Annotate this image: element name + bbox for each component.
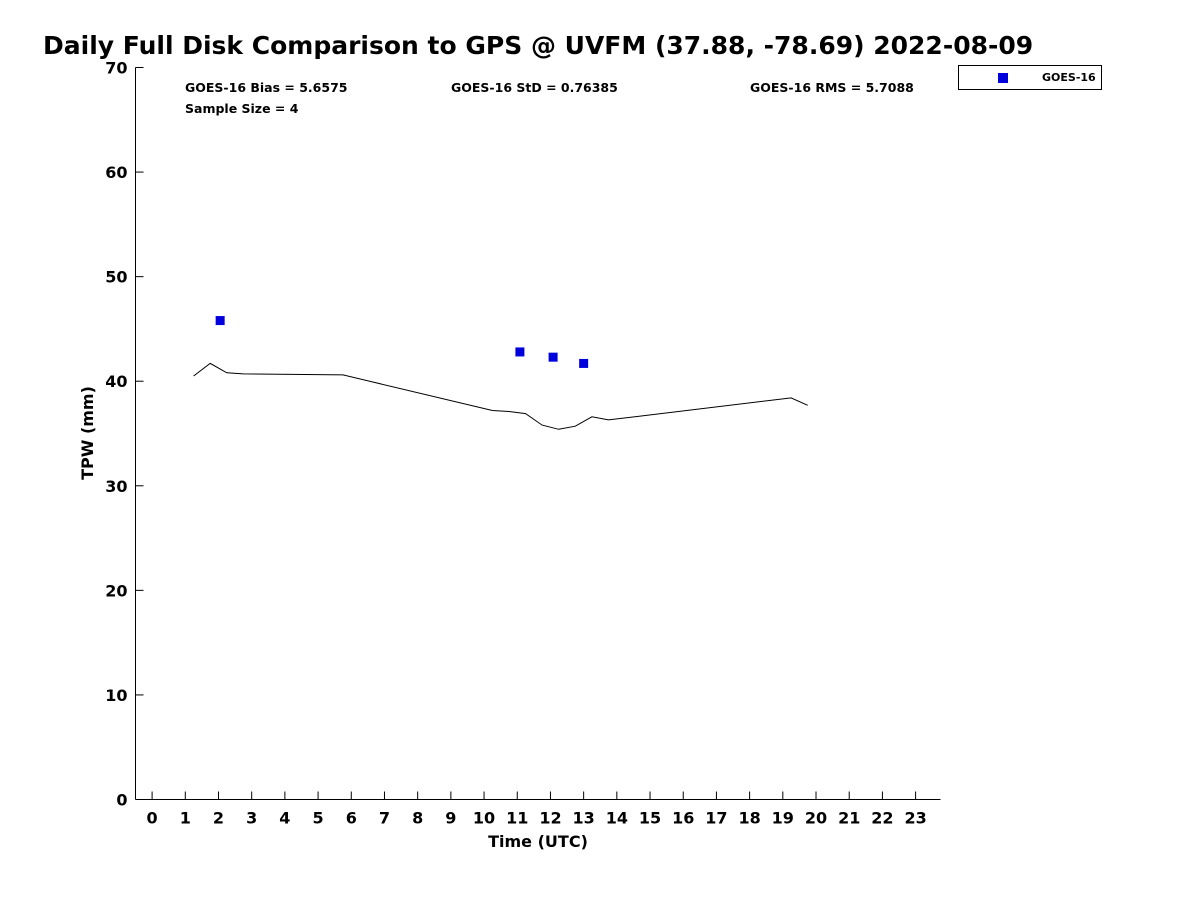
y-tick-label: 30 bbox=[105, 477, 127, 496]
x-tick-label: 6 bbox=[346, 809, 357, 828]
y-tick-label: 20 bbox=[105, 581, 127, 600]
y-tick-label: 40 bbox=[105, 372, 127, 391]
std-stat: GOES-16 StD = 0.76385 bbox=[451, 80, 618, 95]
y-tick-label: 60 bbox=[105, 163, 127, 182]
goes16-point bbox=[515, 347, 525, 357]
y-axis-label: TPW (mm) bbox=[78, 386, 97, 480]
y-tick-label: 10 bbox=[105, 686, 127, 705]
legend-marker-goes16 bbox=[998, 73, 1008, 83]
x-tick-label: 16 bbox=[672, 809, 694, 828]
y-tick-label: 50 bbox=[105, 268, 127, 287]
x-tick-label: 5 bbox=[313, 809, 324, 828]
x-ticks: 0 1 2 3 4 5 6 7 8 9 10 11 12 13 14 15 16 17 18 19 20 21 22 23 bbox=[147, 791, 927, 828]
x-tick-label: 3 bbox=[246, 809, 257, 828]
x-tick-label: 12 bbox=[539, 809, 561, 828]
x-tick-label: 21 bbox=[838, 809, 860, 828]
x-tick-label: 14 bbox=[606, 809, 628, 828]
x-tick-label: 1 bbox=[180, 809, 191, 828]
x-tick-label: 20 bbox=[805, 809, 827, 828]
sample-size-stat: Sample Size = 4 bbox=[185, 101, 299, 116]
x-tick-label: 22 bbox=[871, 809, 893, 828]
legend: GOES-16 bbox=[958, 65, 1102, 90]
x-tick-label: 13 bbox=[573, 809, 595, 828]
line-series bbox=[193, 362, 808, 430]
x-tick-label: 7 bbox=[379, 809, 390, 828]
series-layer bbox=[193, 316, 808, 430]
x-tick-label: 8 bbox=[412, 809, 423, 828]
legend-box bbox=[958, 65, 1102, 90]
bias-stat: GOES-16 Bias = 5.6575 bbox=[185, 80, 347, 95]
goes16-point bbox=[215, 316, 225, 326]
x-tick-label: 11 bbox=[506, 809, 528, 828]
y-tick-label: 0 bbox=[116, 791, 127, 810]
x-axis-label: Time (UTC) bbox=[488, 832, 588, 851]
rms-stat: GOES-16 RMS = 5.7088 bbox=[750, 80, 914, 95]
y-ticks: 0 10 20 30 40 50 60 70 bbox=[105, 59, 144, 810]
x-tick-label: 9 bbox=[445, 809, 456, 828]
y-tick-label: 70 bbox=[105, 59, 127, 78]
chart-title: Daily Full Disk Comparison to GPS @ UVFM… bbox=[43, 31, 1033, 60]
x-tick-label: 17 bbox=[705, 809, 727, 828]
goes16-point bbox=[579, 358, 589, 368]
x-tick-label: 19 bbox=[772, 809, 794, 828]
goes16-point bbox=[548, 352, 558, 362]
x-tick-label: 23 bbox=[904, 809, 926, 828]
x-tick-label: 10 bbox=[473, 809, 495, 828]
x-tick-label: 0 bbox=[147, 809, 158, 828]
legend-label-goes16: GOES-16 bbox=[1042, 71, 1096, 84]
x-tick-label: 15 bbox=[639, 809, 661, 828]
x-tick-label: 4 bbox=[279, 809, 290, 828]
x-tick-label: 2 bbox=[213, 809, 224, 828]
x-tick-label: 18 bbox=[738, 809, 760, 828]
axes bbox=[135, 67, 941, 800]
